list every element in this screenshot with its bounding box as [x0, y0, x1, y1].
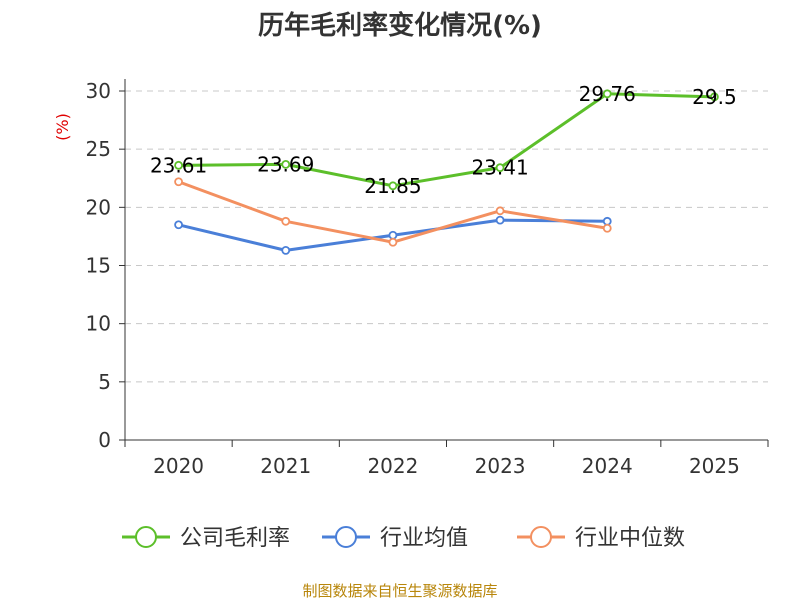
- y-axis-unit-label: (%): [53, 113, 72, 141]
- data-label-2023: 23.41: [471, 156, 528, 180]
- x-tick-label-2023: 2023: [475, 454, 526, 478]
- y-tick-label-15: 15: [86, 254, 111, 278]
- y-tick-label-0: 0: [98, 428, 111, 452]
- series-0: [174, 89, 719, 191]
- legend-label-2: 行业中位数: [575, 526, 685, 551]
- data-point-2-2024: [602, 223, 612, 233]
- legend-item-0: 公司毛利率: [122, 526, 290, 551]
- series-2: [174, 177, 612, 247]
- y-tick-label-20: 20: [86, 195, 111, 219]
- series-line-0: [178, 92, 715, 188]
- series-layer: 23.61 23.69 21.85 23.41 29.76 29.5: [150, 82, 737, 255]
- data-point-2-2021: [281, 216, 291, 226]
- y-tick-label-10: 10: [86, 312, 111, 336]
- data-label-2021: 23.69: [257, 152, 314, 176]
- y-tick-label-30: 30: [86, 79, 111, 103]
- data-label-2020: 23.61: [150, 153, 207, 177]
- x-tick-label-2024: 2024: [582, 454, 633, 478]
- data-label-2022: 21.85: [364, 174, 421, 198]
- legend-item-2: 行业中位数: [517, 526, 685, 551]
- data-point-2-2020: [174, 177, 183, 187]
- data-point-1-2021: [281, 245, 291, 255]
- data-label-2024: 29.76: [579, 82, 636, 106]
- data-label-2025: 29.5: [692, 85, 737, 109]
- data-point-1-2024: [602, 216, 612, 226]
- data-point-1-2020: [174, 220, 183, 230]
- data-point-0-2023: [495, 163, 505, 173]
- data-point-1-2022: [388, 230, 398, 240]
- x-tick-label-2022: 2022: [367, 454, 418, 478]
- legend-label-0: 公司毛利率: [180, 526, 290, 551]
- legend-label-1: 行业均值: [380, 526, 468, 551]
- data-source-note: 制图数据来自恒生聚源数据库: [302, 582, 497, 600]
- legend-item-1: 行业均值: [322, 526, 468, 551]
- data-point-2-2022: [388, 237, 398, 247]
- legend-swatch-marker-2: [530, 526, 552, 548]
- x-tick-label-2021: 2021: [260, 454, 311, 478]
- chart-title: 历年毛利率变化情况(%): [258, 10, 542, 41]
- data-point-0-2022: [388, 181, 398, 191]
- gridlines: [125, 90, 768, 383]
- data-point-0-2020: [174, 160, 183, 170]
- data-point-0-2025: [710, 92, 719, 102]
- y-tick-label-25: 25: [86, 137, 111, 161]
- series-1: [174, 215, 612, 255]
- legend: 公司毛利率 行业均值 行业中位数: [122, 526, 685, 551]
- x-tick-label-2020: 2020: [153, 454, 204, 478]
- y-tick-label-5: 5: [98, 370, 111, 394]
- data-point-0-2021: [281, 160, 291, 169]
- x-tick-label-2025: 2025: [689, 454, 740, 478]
- data-point-0-2024: [602, 89, 612, 99]
- data-point-1-2023: [495, 215, 505, 225]
- legend-swatch-marker-0: [135, 526, 157, 548]
- data-point-2-2023: [495, 206, 505, 216]
- legend-swatch-marker-1: [335, 526, 357, 548]
